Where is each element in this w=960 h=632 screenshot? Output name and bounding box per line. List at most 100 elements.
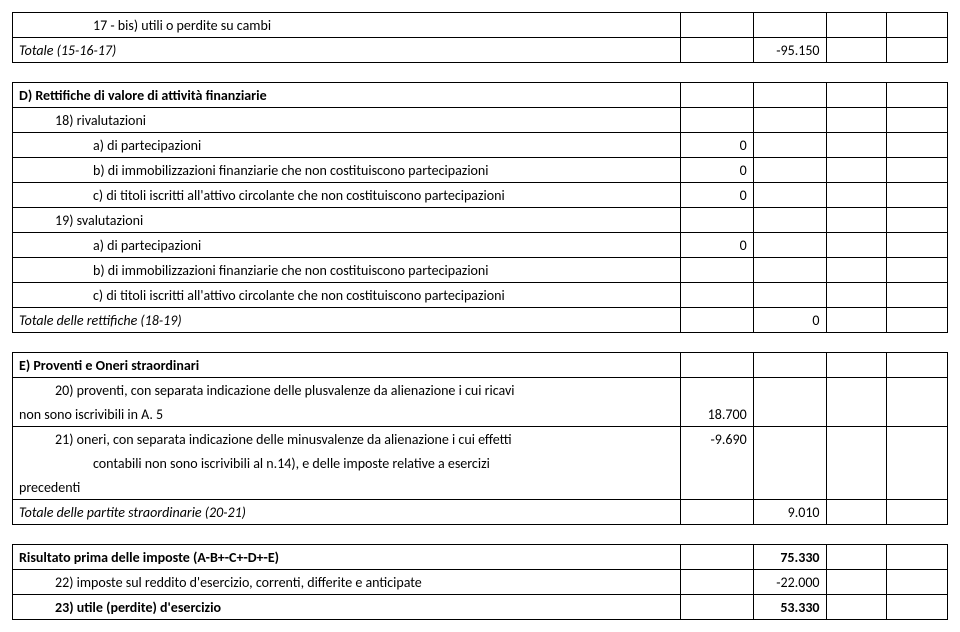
- table-row: Totale delle rettifiche (18-19) 0: [13, 308, 948, 333]
- row-value-3: [826, 133, 887, 158]
- row-value-3: [826, 500, 887, 525]
- table-row: c) di titoli iscritti all'attivo circola…: [13, 183, 948, 208]
- table-row: a) di partecipazioni0: [13, 133, 948, 158]
- row-description: 20) proventi, con separata indicazione d…: [13, 378, 681, 403]
- row-value-1: [680, 451, 753, 475]
- row-value-1: [680, 283, 753, 308]
- row-description: c) di titoli iscritti all'attivo circola…: [13, 183, 681, 208]
- table-row: c) di titoli iscritti all'attivo circola…: [13, 283, 948, 308]
- row-value-1: -9.690: [680, 427, 753, 452]
- row-value-1: [680, 475, 753, 500]
- row-value-1: [680, 353, 753, 378]
- row-value-4: [887, 133, 948, 158]
- row-description: a) di partecipazioni: [13, 233, 681, 258]
- row-description: 23) utile (perdite) d'esercizio: [13, 595, 681, 620]
- blank-row: [13, 333, 948, 353]
- row-value-4: [887, 570, 948, 595]
- table-row: precedenti: [13, 475, 948, 500]
- blank-row: [13, 525, 948, 545]
- row-description: b) di immobilizzazioni finanziarie che n…: [13, 158, 681, 183]
- row-value-4: [887, 83, 948, 108]
- row-value-4: [887, 427, 948, 452]
- row-value-2: 9.010: [753, 500, 826, 525]
- row-value-2: [753, 158, 826, 183]
- row-value-2: -22.000: [753, 570, 826, 595]
- row-value-3: [826, 108, 887, 133]
- row-value-3: [826, 378, 887, 403]
- row-value-1: [680, 38, 753, 63]
- table-row: D) Rettifiche di valore di attività fina…: [13, 83, 948, 108]
- row-value-2: [753, 283, 826, 308]
- row-value-3: [826, 570, 887, 595]
- row-value-4: [887, 378, 948, 403]
- row-value-1: [680, 258, 753, 283]
- row-value-1: [680, 500, 753, 525]
- row-value-1: 0: [680, 233, 753, 258]
- row-description: D) Rettifiche di valore di attività fina…: [13, 83, 681, 108]
- row-value-3: [826, 595, 887, 620]
- row-description: Totale delle partite straordinarie (20-2…: [13, 500, 681, 525]
- table-row: 17 - bis) utili o perdite su cambi: [13, 13, 948, 38]
- row-value-3: [826, 233, 887, 258]
- row-value-3: [826, 475, 887, 500]
- row-value-1: [680, 308, 753, 333]
- row-value-4: [887, 208, 948, 233]
- row-value-1: [680, 595, 753, 620]
- row-value-4: [887, 108, 948, 133]
- row-value-4: [887, 402, 948, 427]
- row-value-4: [887, 258, 948, 283]
- table-row: contabili non sono iscrivibili al n.14),…: [13, 451, 948, 475]
- row-value-4: [887, 233, 948, 258]
- row-value-4: [887, 353, 948, 378]
- row-value-2: [753, 208, 826, 233]
- blank-row: [13, 63, 948, 83]
- row-value-2: [753, 83, 826, 108]
- table-row: 18) rivalutazioni: [13, 108, 948, 133]
- row-value-2: [753, 258, 826, 283]
- row-value-4: [887, 545, 948, 570]
- row-value-1: [680, 378, 753, 403]
- row-value-1: [680, 545, 753, 570]
- row-description: E) Proventi e Oneri straordinari: [13, 353, 681, 378]
- row-value-1: 0: [680, 158, 753, 183]
- row-value-4: [887, 308, 948, 333]
- row-value-3: [826, 545, 887, 570]
- row-value-3: [826, 258, 887, 283]
- row-value-2: [753, 183, 826, 208]
- row-description: 18) rivalutazioni: [13, 108, 681, 133]
- row-value-3: [826, 13, 887, 38]
- row-value-3: [826, 353, 887, 378]
- row-value-2: [753, 475, 826, 500]
- row-value-2: [753, 378, 826, 403]
- row-description: c) di titoli iscritti all'attivo circola…: [13, 283, 681, 308]
- row-value-4: [887, 158, 948, 183]
- row-description: Risultato prima delle imposte (A-B+-C+-D…: [13, 545, 681, 570]
- row-description: b) di immobilizzazioni finanziarie che n…: [13, 258, 681, 283]
- row-value-3: [826, 183, 887, 208]
- row-description: Totale delle rettifiche (18-19): [13, 308, 681, 333]
- row-value-4: [887, 38, 948, 63]
- row-description: Totale (15-16-17): [13, 38, 681, 63]
- table-row: Totale (15-16-17)-95.150: [13, 38, 948, 63]
- row-value-1: 0: [680, 183, 753, 208]
- row-value-3: [826, 427, 887, 452]
- row-description: contabili non sono iscrivibili al n.14),…: [13, 451, 681, 475]
- table-row: b) di immobilizzazioni finanziarie che n…: [13, 158, 948, 183]
- row-value-3: [826, 402, 887, 427]
- row-value-2: 0: [753, 308, 826, 333]
- table-row: non sono iscrivibili in A. 518.700: [13, 402, 948, 427]
- row-value-1: [680, 208, 753, 233]
- row-value-2: [753, 233, 826, 258]
- row-value-1: [680, 83, 753, 108]
- table-row: 21) oneri, con separata indicazione dell…: [13, 427, 948, 452]
- row-value-2: 53.330: [753, 595, 826, 620]
- table-row: 23) utile (perdite) d'esercizio 53.330: [13, 595, 948, 620]
- row-value-1: 18.700: [680, 402, 753, 427]
- row-description: 17 - bis) utili o perdite su cambi: [13, 13, 681, 38]
- row-value-2: [753, 13, 826, 38]
- table-row: E) Proventi e Oneri straordinari: [13, 353, 948, 378]
- row-value-2: [753, 427, 826, 452]
- row-description: 22) imposte sul reddito d'esercizio, cor…: [13, 570, 681, 595]
- row-description: a) di partecipazioni: [13, 133, 681, 158]
- table-row: 22) imposte sul reddito d'esercizio, cor…: [13, 570, 948, 595]
